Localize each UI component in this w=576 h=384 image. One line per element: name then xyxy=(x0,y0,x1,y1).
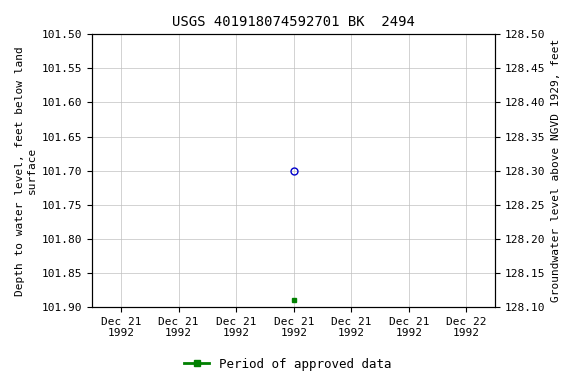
Legend: Period of approved data: Period of approved data xyxy=(179,353,397,376)
Title: USGS 401918074592701 BK  2494: USGS 401918074592701 BK 2494 xyxy=(172,15,415,29)
Y-axis label: Depth to water level, feet below land
surface: Depth to water level, feet below land su… xyxy=(15,46,37,296)
Y-axis label: Groundwater level above NGVD 1929, feet: Groundwater level above NGVD 1929, feet xyxy=(551,39,561,302)
